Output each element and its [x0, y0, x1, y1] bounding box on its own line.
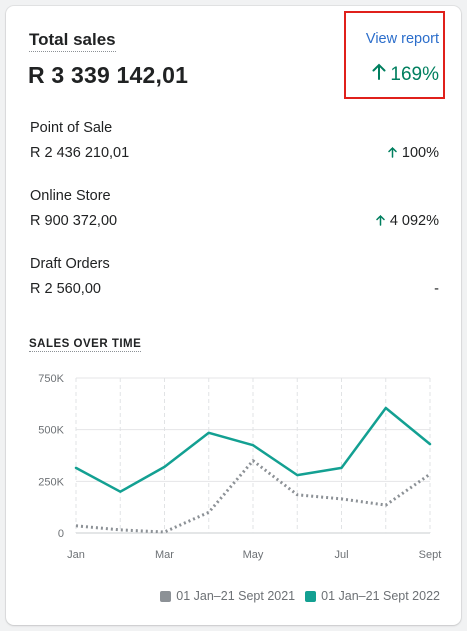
channel-change-value: -: [434, 281, 439, 297]
total-change-indicator: 169%: [372, 63, 439, 86]
x-tick-label: Sept: [419, 549, 442, 561]
chart-legend: 01 Jan–21 Sept 2021 01 Jan–21 Sept 2022: [160, 589, 440, 603]
channel-draft-orders: Draft Orders R 2 560,00 -: [30, 256, 439, 297]
series-line-previous: [75, 459, 431, 534]
channel-value: R 2 560,00: [30, 281, 101, 297]
view-report-link[interactable]: View report: [365, 31, 439, 47]
channel-change-value: 100%: [401, 145, 439, 161]
y-tick-label: 500K: [38, 425, 64, 437]
legend-item-current[interactable]: 01 Jan–21 Sept 2022: [305, 589, 440, 603]
channel-change: 100%: [388, 145, 439, 161]
total-sales-amount: R 3 339 142,01: [28, 62, 189, 88]
highlight-box: [344, 11, 445, 99]
y-tick-label: 750K: [38, 373, 64, 385]
legend-item-previous[interactable]: 01 Jan–21 Sept 2021: [160, 589, 295, 603]
sales-over-time-label[interactable]: SALES OVER TIME: [29, 338, 142, 352]
channel-name: Online Store: [30, 188, 111, 204]
y-tick-label: 0: [58, 528, 64, 540]
channel-point-of-sale: Point of Sale R 2 436 210,01 100%: [30, 120, 439, 161]
legend-label: 01 Jan–21 Sept 2021: [176, 589, 296, 603]
arrow-up-icon: [376, 214, 385, 229]
channel-name: Point of Sale: [30, 120, 113, 136]
arrow-up-icon: [372, 63, 386, 86]
x-tick-label: May: [243, 549, 264, 561]
channel-change-value: 4 092%: [389, 213, 439, 229]
card-title[interactable]: Total sales: [29, 30, 116, 52]
channel-online-store: Online Store R 900 372,00 4 092%: [30, 188, 439, 229]
channel-value: R 900 372,00: [30, 213, 118, 229]
x-tick-label: Jan: [67, 549, 85, 561]
x-tick-label: Jul: [334, 549, 348, 561]
total-change-value: 169%: [390, 63, 439, 85]
legend-swatch: [160, 590, 172, 602]
total-sales-card: Total sales R 3 339 142,01 View report 1…: [6, 6, 461, 625]
y-tick-label: 250K: [38, 476, 64, 488]
x-tick-label: Mar: [155, 549, 174, 561]
legend-label: 01 Jan–21 Sept 2022: [321, 589, 440, 603]
sales-over-time-chart: 0 250K 500K 750K Jan Mar May Jul Sept: [38, 373, 442, 561]
channel-name: Draft Orders: [30, 256, 110, 272]
legend-swatch: [305, 590, 317, 602]
channel-value: R 2 436 210,01: [30, 145, 130, 161]
channel-change: 4 092%: [376, 213, 439, 229]
arrow-up-icon: [388, 146, 397, 161]
series-line-current: [74, 406, 432, 493]
channel-change: -: [434, 281, 439, 297]
